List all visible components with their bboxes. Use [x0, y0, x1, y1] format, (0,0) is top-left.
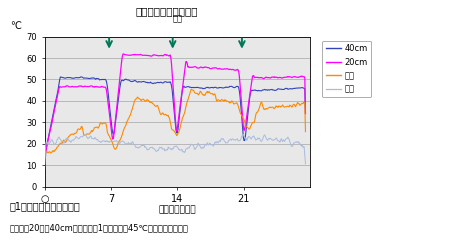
Text: 深さ20及び40cmでは堆肥化1週間以内に45℃に上昇している。: 深さ20及び40cmでは堆肥化1週間以内に45℃に上昇している。 — [9, 223, 188, 232]
X-axis label: 経　過　日　数: 経 過 日 数 — [158, 206, 196, 215]
Legend: 40cm, 20cm, 表面, 気温: 40cm, 20cm, 表面, 気温 — [322, 41, 371, 97]
Text: 図1　堆肥各部の温度変化: 図1 堆肥各部の温度変化 — [9, 201, 80, 211]
Text: 図１　堆肥の温度変化: 図１ 堆肥の温度変化 — [136, 6, 198, 16]
Text: 攪拌: 攪拌 — [172, 15, 182, 24]
Text: ℃: ℃ — [10, 20, 21, 30]
